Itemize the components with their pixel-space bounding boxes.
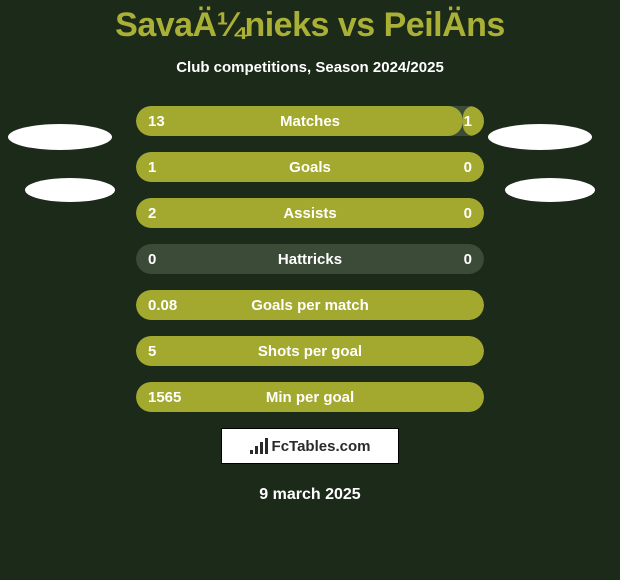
stat-value-left: 5 [148,336,156,366]
stat-value-right: 0 [464,244,472,274]
stat-row: Matches13 1 [136,106,484,136]
stat-value-left: 13 [148,106,165,136]
stat-value-left: 1 [148,152,156,182]
stat-label: Goals [136,152,484,182]
bars-icon [250,438,268,454]
player-right-pill-2 [505,178,595,202]
stat-row: Hattricks0 0 [136,244,484,274]
stat-value-right: 1 [464,106,472,136]
stat-label: Min per goal [136,382,484,412]
page-title: SavaÄ¼nieks vs PeilÄns [0,0,620,45]
player-left-pill-1 [8,124,112,150]
player-left-pill-2 [25,178,115,202]
stat-label: Matches [136,106,484,136]
date-label: 9 march 2025 [0,486,620,504]
stat-row: Min per goal1565 [136,382,484,412]
stat-label: Shots per goal [136,336,484,366]
comparison-infographic: SavaÄ¼nieks vs PeilÄns Club competitions… [0,0,620,580]
stat-value-left: 2 [148,198,156,228]
stat-row: Shots per goal5 [136,336,484,366]
stat-value-left: 1565 [148,382,181,412]
stat-row: Assists2 0 [136,198,484,228]
stat-row: Goals per match0.08 [136,290,484,320]
stat-value-right: 0 [464,198,472,228]
stat-label: Goals per match [136,290,484,320]
page-subtitle: Club competitions, Season 2024/2025 [0,59,620,76]
stat-row: Goals1 0 [136,152,484,182]
stat-value-left: 0.08 [148,290,177,320]
stat-value-left: 0 [148,244,156,274]
site-logo: FcTables.com [221,428,399,464]
logo-text: FcTables.com [272,438,371,455]
stat-label: Assists [136,198,484,228]
stat-value-right: 0 [464,152,472,182]
player-right-pill-1 [488,124,592,150]
stats-container: Matches131Goals10Assists20Hattricks00Goa… [0,106,620,412]
stat-label: Hattricks [136,244,484,274]
